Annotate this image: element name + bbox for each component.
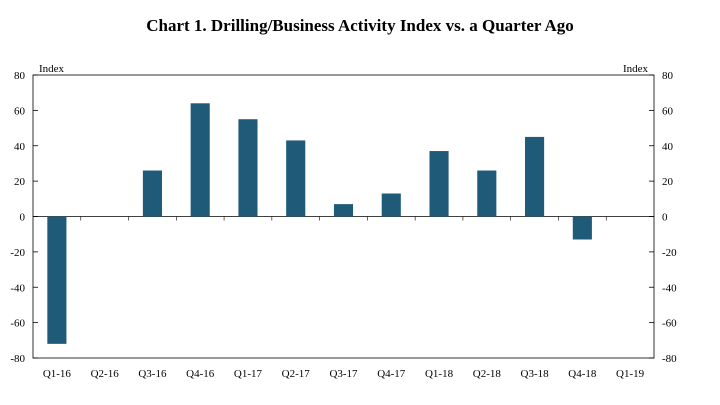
y-tick-label-right: 80 bbox=[662, 70, 674, 82]
y-axis-label-left: Index bbox=[39, 63, 65, 75]
x-tick-label: Q4-18 bbox=[568, 368, 597, 380]
y-tick-label-left: -80 bbox=[10, 353, 25, 365]
y-tick-label-right: -40 bbox=[662, 282, 677, 294]
x-tick-label: Q1-18 bbox=[425, 368, 454, 380]
y-tick-label-right: 60 bbox=[662, 105, 674, 117]
bar-q4-17 bbox=[381, 193, 401, 217]
bar-q1-16 bbox=[47, 216, 67, 344]
y-tick-label-right: 40 bbox=[662, 141, 674, 153]
bar-q4-16 bbox=[190, 103, 210, 217]
x-tick-label: Q2-17 bbox=[282, 368, 311, 380]
bar-q4-18 bbox=[572, 216, 592, 240]
y-tick-label-right: -60 bbox=[662, 318, 677, 330]
x-tick-label: Q3-16 bbox=[138, 368, 167, 380]
bar-q3-16 bbox=[142, 170, 162, 217]
x-tick-label: Q3-18 bbox=[521, 368, 550, 380]
y-tick-label-left: 20 bbox=[14, 176, 26, 188]
x-tick-label: Q3-17 bbox=[329, 368, 358, 380]
bar-q3-17 bbox=[333, 204, 354, 217]
x-tick-label: Q1-19 bbox=[616, 368, 645, 380]
y-tick-label-left: -20 bbox=[10, 247, 25, 259]
bar-q1-18 bbox=[429, 151, 449, 217]
y-tick-label-left: 60 bbox=[14, 105, 26, 117]
y-tick-label-left: 0 bbox=[20, 212, 26, 224]
bar-q2-18 bbox=[477, 170, 497, 217]
bar-q2-17 bbox=[286, 140, 306, 217]
y-tick-label-left: -60 bbox=[10, 318, 25, 330]
x-tick-label: Q1-17 bbox=[234, 368, 263, 380]
y-tick-label-left: 40 bbox=[14, 141, 26, 153]
y-tick-label-right: -80 bbox=[662, 353, 677, 365]
y-tick-label-left: 80 bbox=[14, 70, 26, 82]
y-tick-label-left: -40 bbox=[10, 282, 25, 294]
y-tick-label-right: 20 bbox=[662, 176, 674, 188]
x-tick-label: Q4-17 bbox=[377, 368, 406, 380]
x-tick-label: Q4-16 bbox=[186, 368, 215, 380]
x-tick-label: Q2-16 bbox=[91, 368, 120, 380]
chart-title: Chart 1. Drilling/Business Activity Inde… bbox=[146, 16, 574, 35]
bar-q1-17 bbox=[238, 119, 258, 217]
y-tick-label-right: 0 bbox=[662, 212, 668, 224]
y-axis-label-right: Index bbox=[623, 63, 649, 75]
x-tick-label: Q1-16 bbox=[43, 368, 72, 380]
y-tick-label-right: -20 bbox=[662, 247, 677, 259]
bar-q3-18 bbox=[525, 136, 545, 217]
x-tick-label: Q2-18 bbox=[473, 368, 502, 380]
